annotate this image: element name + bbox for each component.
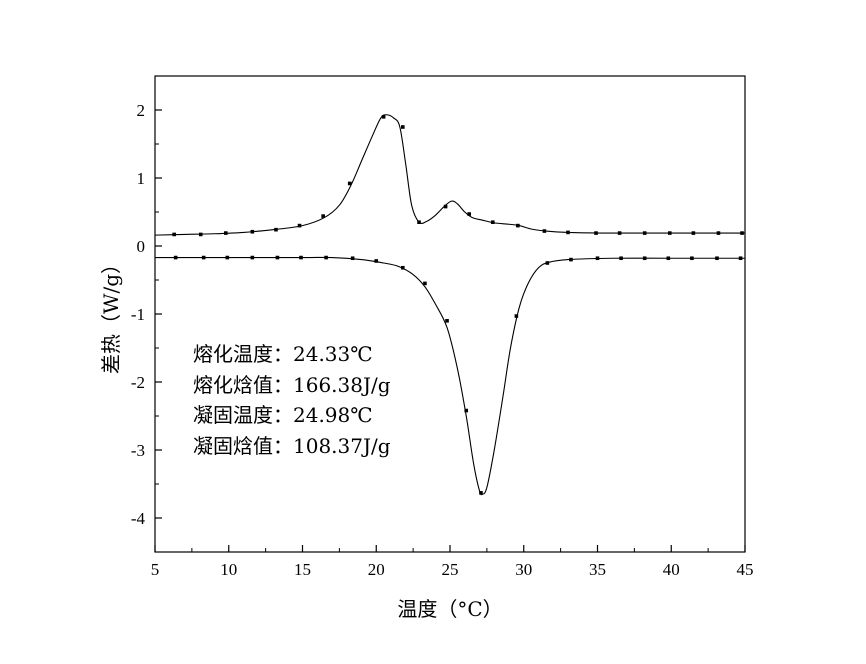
heating-curve-point — [740, 231, 744, 235]
x-tick-label: 10 — [220, 560, 237, 579]
cooling-curve-point — [545, 261, 550, 265]
cooling-curve-point — [642, 256, 647, 261]
cooling-curve-point — [350, 256, 355, 261]
heating-curve-point — [198, 232, 203, 237]
heating-curve-point — [467, 212, 471, 216]
heating-curve-point — [381, 115, 386, 119]
heating-curve-point — [691, 231, 696, 235]
y-tick-label: 2 — [137, 101, 146, 120]
cooling-curve-point — [225, 255, 230, 260]
series-layer — [154, 114, 745, 496]
cooling-curve-point — [173, 255, 178, 260]
y-tick-label: -4 — [131, 509, 146, 528]
cooling-curve-point — [464, 408, 469, 413]
cooling-curve-point — [445, 319, 449, 323]
cooling-curve-point — [401, 265, 405, 270]
cooling-curve-point — [690, 256, 694, 261]
plot-frame — [154, 75, 746, 553]
heating-curve-line — [154, 114, 745, 236]
x-tick-label: 35 — [589, 560, 606, 579]
heating-curve-point — [250, 229, 255, 234]
cooling-curve-point — [715, 256, 719, 261]
heating-curve-point — [297, 223, 302, 228]
cooling-curve-point — [479, 491, 483, 495]
x-tick-label: 40 — [663, 560, 680, 579]
heating-curve-point — [321, 214, 325, 218]
x-tick-label: 45 — [737, 560, 754, 579]
x-tick-label: 20 — [368, 560, 385, 579]
y-tick-label: 1 — [137, 169, 146, 188]
heating-curve-point — [224, 231, 228, 235]
y-axis-ticks: -4 -3 -2 -1 0 1 2 — [131, 75, 162, 553]
heating-curve-point — [516, 223, 520, 228]
heating-curve-point — [347, 181, 352, 186]
y-tick-label: -1 — [131, 305, 145, 324]
y-tick-label: 0 — [137, 237, 146, 256]
heating-curve-point — [617, 231, 622, 235]
cooling-curve-point — [275, 255, 280, 260]
heating-curve-point — [642, 231, 647, 235]
annotation-melting-temperature: 熔化温度：24.33℃ — [193, 342, 373, 366]
heating-curve-point — [172, 232, 176, 237]
x-tick-label: 5 — [151, 560, 160, 579]
heating-curve-point — [716, 231, 721, 235]
y-tick-label: -2 — [131, 373, 145, 392]
heating-curve-point — [566, 230, 570, 235]
heating-curve-point — [542, 229, 547, 233]
heating-curve-point — [443, 204, 448, 209]
cooling-curve-point — [201, 255, 206, 260]
heating-curve-point — [417, 220, 421, 224]
cooling-curve-point — [666, 256, 671, 261]
cooling-curve-point — [324, 255, 328, 260]
cooling-curve-point — [738, 256, 743, 261]
cooling-curve-point — [250, 255, 255, 260]
x-axis-ticks: 5 10 15 20 25 30 35 40 45 — [151, 545, 754, 579]
x-axis-label: 温度（°C） — [397, 597, 502, 621]
x-tick-label: 30 — [515, 560, 532, 579]
cooling-curve-point — [569, 257, 573, 262]
heating-curve-point — [667, 231, 672, 235]
cooling-curve-point — [374, 259, 379, 263]
annotation-solidification-enthalpy: 凝固焓值：108.37J/g — [193, 434, 391, 458]
x-tick-label: 15 — [294, 560, 311, 579]
y-tick-label: -3 — [131, 441, 145, 460]
heating-curve-point — [274, 227, 278, 232]
cooling-curve-point — [619, 256, 623, 261]
annotation-melting-enthalpy: 熔化焓值：166.38J/g — [193, 373, 391, 397]
cooling-curve-point — [423, 281, 427, 286]
cooling-curve-point — [514, 314, 519, 318]
cooling-curve-point — [299, 255, 303, 260]
y-axis-label: 差热（W/g） — [99, 254, 123, 374]
x-tick-label: 25 — [442, 560, 459, 579]
heating-curve-point — [490, 220, 495, 224]
heating-curve-point — [401, 125, 405, 129]
annotation-solidification-temperature: 凝固温度：24.98℃ — [193, 403, 373, 427]
cooling-curve-point — [595, 256, 600, 261]
cooling-curve-line — [154, 256, 745, 496]
heating-curve-point — [594, 231, 598, 235]
